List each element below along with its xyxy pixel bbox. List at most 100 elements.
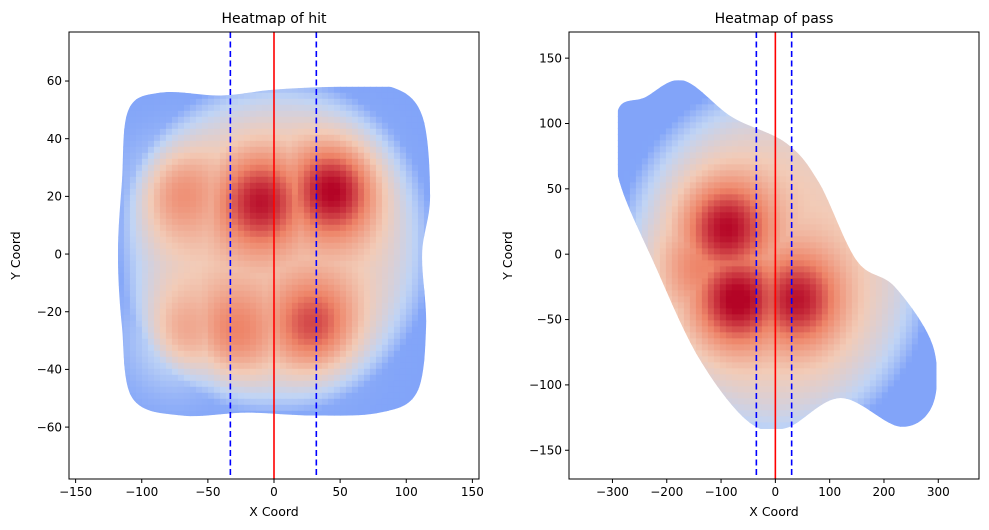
density-cell <box>129 392 137 400</box>
density-cell <box>809 176 817 183</box>
density-cell <box>791 98 799 105</box>
density-cell <box>689 302 697 309</box>
density-cell <box>213 320 221 328</box>
density-cell <box>309 218 317 226</box>
density-cell <box>303 140 311 148</box>
density-cell <box>219 206 227 214</box>
density-cell <box>791 284 799 291</box>
density-cell <box>423 398 431 406</box>
density-cell <box>123 410 131 417</box>
density-cell <box>833 248 841 255</box>
density-cell <box>911 248 919 255</box>
density-cell <box>297 86 305 94</box>
density-cell <box>273 374 281 382</box>
density-cell <box>671 110 679 117</box>
density-cell <box>357 182 365 190</box>
density-cell <box>767 254 775 261</box>
density-cell <box>135 140 143 148</box>
density-cell <box>833 242 841 249</box>
density-cell <box>839 164 847 171</box>
density-cell <box>917 152 925 159</box>
density-cell <box>213 284 221 292</box>
density-cell <box>677 182 685 189</box>
density-cell <box>375 338 383 346</box>
density-cell <box>369 158 377 166</box>
density-cell <box>635 206 643 213</box>
density-cell <box>647 170 655 177</box>
density-cell <box>641 110 649 117</box>
density-cell <box>363 140 371 148</box>
density-cell <box>417 326 425 334</box>
density-cell <box>207 410 215 417</box>
density-cell <box>285 386 293 394</box>
density-cell <box>231 278 239 286</box>
density-cell <box>899 218 907 225</box>
density-cell <box>357 158 365 166</box>
density-cell <box>393 140 401 148</box>
density-cell <box>315 410 323 417</box>
density-cell <box>731 170 739 177</box>
density-cell <box>375 200 383 208</box>
density-cell <box>399 278 407 286</box>
density-cell <box>255 362 263 370</box>
density-cell <box>147 368 155 376</box>
density-cell <box>327 272 335 280</box>
density-cell <box>839 170 847 177</box>
density-cell <box>267 224 275 232</box>
density-cell <box>809 182 817 189</box>
density-cell <box>641 134 649 141</box>
density-cell <box>303 182 311 190</box>
density-cell <box>869 266 877 273</box>
density-cell <box>689 308 697 315</box>
density-cell <box>725 302 733 309</box>
density-cell <box>165 146 173 154</box>
density-cell <box>309 266 317 274</box>
density-cell <box>375 188 383 196</box>
density-cell <box>309 224 317 232</box>
density-cell <box>141 290 149 298</box>
density-cell <box>929 194 937 201</box>
density-cell <box>887 290 895 297</box>
density-cell <box>791 266 799 273</box>
density-cell <box>237 380 245 388</box>
density-cell <box>695 128 703 135</box>
density-cell <box>339 338 347 346</box>
density-cell <box>279 380 287 388</box>
density-cell <box>821 254 829 261</box>
density-cell <box>743 98 751 105</box>
density-cell <box>243 194 251 202</box>
density-cell <box>827 176 835 183</box>
density-cell <box>803 98 811 105</box>
density-cell <box>779 254 787 261</box>
density-cell <box>303 134 311 142</box>
density-cell <box>731 92 739 99</box>
density-cell <box>225 188 233 196</box>
density-cell <box>279 320 287 328</box>
density-cell <box>177 284 185 292</box>
density-cell <box>255 230 263 238</box>
density-cell <box>165 296 173 304</box>
density-cell <box>129 86 137 94</box>
density-cell <box>369 218 377 226</box>
density-cell <box>189 278 197 286</box>
density-cell <box>719 248 727 255</box>
density-cell <box>785 302 793 309</box>
density-cell <box>297 200 305 208</box>
density-cell <box>653 290 661 297</box>
density-cell <box>165 374 173 382</box>
density-cell <box>207 356 215 364</box>
density-cell <box>363 242 371 250</box>
density-cell <box>321 194 329 202</box>
density-cell <box>231 188 239 196</box>
density-cell <box>285 404 293 412</box>
density-cell <box>405 104 413 112</box>
density-cell <box>147 344 155 352</box>
density-cell <box>719 140 727 147</box>
density-cell <box>405 188 413 196</box>
density-cell <box>363 206 371 214</box>
density-cell <box>773 146 781 153</box>
density-cell <box>213 188 221 196</box>
density-cell <box>351 290 359 298</box>
density-cell <box>623 278 631 285</box>
density-cell <box>231 218 239 226</box>
